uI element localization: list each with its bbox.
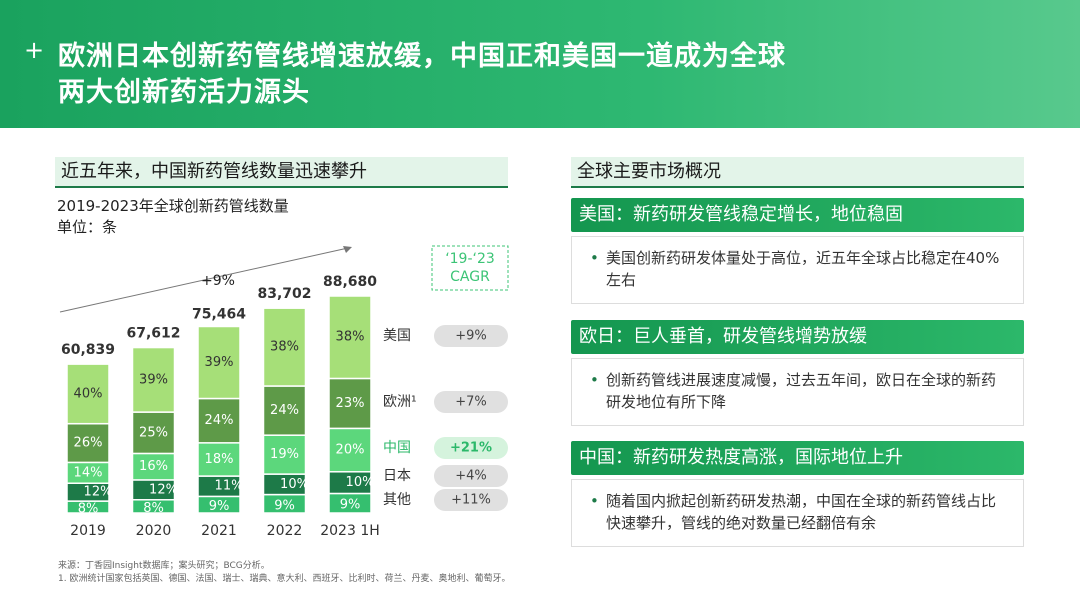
x-tick-label: 2021 <box>201 523 237 539</box>
cagr-label: +4% <box>455 469 487 484</box>
total-label: 67,612 <box>126 326 180 342</box>
section-heading: 全球主要市场概况 <box>571 157 1024 188</box>
total-label: 88,680 <box>323 274 377 290</box>
value-label: 39% <box>205 355 234 370</box>
bar-segment <box>262 434 307 475</box>
value-label: 38% <box>270 340 299 355</box>
bar-segment <box>197 325 241 400</box>
section-title: 美国：新药研发管线稳定增长，地位稳固 <box>571 198 1024 232</box>
value-label: 14% <box>74 465 103 480</box>
cagr-pill <box>434 325 508 347</box>
value-label: 9% <box>274 498 295 513</box>
value-label: 24% <box>270 403 299 418</box>
bar-segment <box>197 397 241 444</box>
value-label: 40% <box>74 386 103 401</box>
legend-label: 日本 <box>383 468 411 484</box>
x-tick-label: 2019 <box>70 523 106 539</box>
header-band <box>0 0 1080 128</box>
bar-segment <box>197 442 241 477</box>
value-label: 18% <box>205 452 234 467</box>
section-title: 中国：新药研发热度高涨，国际地位上升 <box>571 441 1024 475</box>
footnote: 来源：丁香园Insight数据库；案头研究；BCG分析。 <box>58 561 270 571</box>
bullet-box: 美国创新药研发体量处于高位，近五年全球占比稳定在40%左右 <box>571 236 1024 304</box>
cagr-header: CAGR <box>450 269 490 285</box>
bar-segment <box>66 422 110 464</box>
value-label: 38% <box>336 330 365 345</box>
cagr-box <box>431 245 509 291</box>
section-heading: 近五年来，中国新药管线数量迅速攀升 <box>55 157 508 188</box>
cagr-pill <box>434 489 508 511</box>
chart-subtitle: 单位：条 <box>57 218 118 236</box>
legend-label: 中国 <box>383 440 411 456</box>
value-label: 9% <box>209 499 230 514</box>
value-label: 10% <box>280 477 309 492</box>
value-label: 8% <box>78 502 99 517</box>
value-label: 23% <box>336 396 365 411</box>
value-label: 24% <box>205 413 234 428</box>
value-label: 19% <box>270 447 299 462</box>
x-tick-label: 2022 <box>267 523 303 539</box>
x-tick-label: 2023 1H <box>320 523 380 539</box>
value-label: 11% <box>215 479 244 494</box>
bullet-box: 创新药管线进展速度减慢，过去五年间，欧日在全球的新药研发地位有所下降 <box>571 357 1024 426</box>
title-line: 欧洲日本创新药管线增速放缓，中国正和美国一道成为全球 <box>58 41 786 72</box>
value-label: 20% <box>336 443 365 458</box>
cagr-pill <box>434 391 508 413</box>
footnote: 1. 欧洲统计国家包括英国、德国、法国、瑞士、瑞典、意大利、西班牙、比利时、荷兰… <box>58 574 511 584</box>
cagr-pill <box>434 465 508 487</box>
legend-label: 欧洲¹ <box>383 394 417 410</box>
chart: +9% ‘19-‘23 CAGR 8% 12% 14% 26% 40% 60,839 2019 8%… <box>59 245 509 539</box>
cagr-label: +7% <box>455 395 487 410</box>
bar-segment <box>131 411 176 455</box>
plus-icon: + <box>24 36 45 64</box>
bar-segment <box>131 452 176 481</box>
value-label: 39% <box>139 372 168 387</box>
cagr-label: +21% <box>450 441 492 456</box>
bullet-box: 随着国内掀起创新药研发热潮，中国在全球的新药管线占比快速攀升，管线的绝对数量已经… <box>571 479 1024 547</box>
chart-title: 2019-2023年全球创新药管线数量 <box>57 197 289 215</box>
value-label: 9% <box>340 498 361 513</box>
value-label: 12% <box>84 485 113 500</box>
cagr-label: +11% <box>451 493 491 508</box>
total-label: 83,702 <box>257 286 311 302</box>
bar-segment <box>328 295 372 380</box>
cagr-label: +9% <box>455 329 487 344</box>
trend-arrow <box>59 247 349 313</box>
trend-label: +9% <box>201 273 235 289</box>
legend-label: 其他 <box>383 492 411 508</box>
x-tick-label: 2020 <box>136 523 172 539</box>
total-label: 75,464 <box>192 306 246 322</box>
section-title: 欧日：巨人垂首，研发管线增势放缓 <box>571 319 1024 354</box>
value-label: 25% <box>139 425 168 440</box>
cagr-pill <box>434 437 508 459</box>
value-label: 10% <box>346 475 375 490</box>
value-label: 12% <box>149 482 178 497</box>
bar-segment <box>262 307 307 387</box>
value-label: 26% <box>74 436 103 451</box>
total-label: 60,839 <box>61 342 115 358</box>
value-label: 16% <box>139 459 168 474</box>
value-label: 8% <box>143 501 164 516</box>
bar-segment <box>131 346 176 413</box>
cagr-header: ‘19-‘23 <box>445 251 495 267</box>
title-line: 两大创新药活力源头 <box>58 77 310 108</box>
bar-segment <box>66 363 110 425</box>
legend-label: 美国 <box>383 328 411 344</box>
arrow-head <box>343 246 352 253</box>
